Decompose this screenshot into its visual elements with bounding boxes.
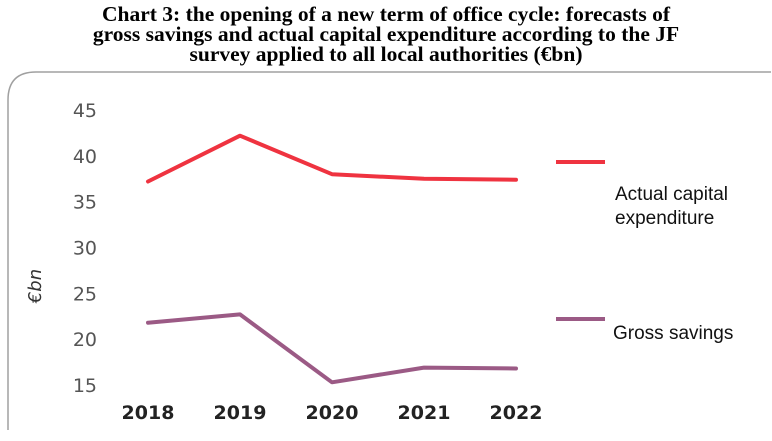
y-tick-label: 40 bbox=[73, 146, 97, 168]
y-tick-label: 20 bbox=[73, 329, 97, 351]
chart-frame bbox=[7, 71, 771, 430]
x-tick-label: 2018 bbox=[122, 402, 175, 424]
legend-label: Gross savings bbox=[613, 323, 733, 344]
legend-label: expenditure bbox=[615, 208, 714, 229]
y-axis-ticks: 15 20 25 30 35 40 45 bbox=[73, 100, 97, 397]
y-axis-label: €bn bbox=[25, 269, 46, 304]
chart-title: Chart 3: the opening of a new term of of… bbox=[0, 2, 772, 66]
series-lines bbox=[146, 133, 518, 385]
legend: Actual capital expenditure Gross savings bbox=[556, 160, 733, 344]
y-tick-label: 25 bbox=[73, 283, 97, 305]
legend-label: Actual capital bbox=[615, 184, 728, 205]
y-tick-label: 45 bbox=[73, 100, 97, 122]
x-tick-label: 2020 bbox=[306, 402, 359, 424]
x-tick-label: 2022 bbox=[490, 402, 543, 424]
y-tick-label: 30 bbox=[73, 238, 97, 260]
x-tick-label: 2021 bbox=[398, 402, 451, 424]
series-line-1 bbox=[146, 133, 518, 184]
x-tick-label: 2019 bbox=[214, 402, 267, 424]
chart-title-line-3: survey applied to all local authorities … bbox=[189, 42, 583, 66]
y-tick-label: 35 bbox=[73, 192, 97, 214]
series-line-2 bbox=[146, 312, 518, 385]
chart-title-line-2: gross savings and actual capital expendi… bbox=[92, 22, 680, 46]
y-tick-label: 15 bbox=[73, 375, 97, 397]
x-axis-ticks: 2018 2019 2020 2021 2022 bbox=[122, 402, 543, 424]
chart-title-line-1: Chart 3: the opening of a new term of of… bbox=[102, 2, 670, 26]
